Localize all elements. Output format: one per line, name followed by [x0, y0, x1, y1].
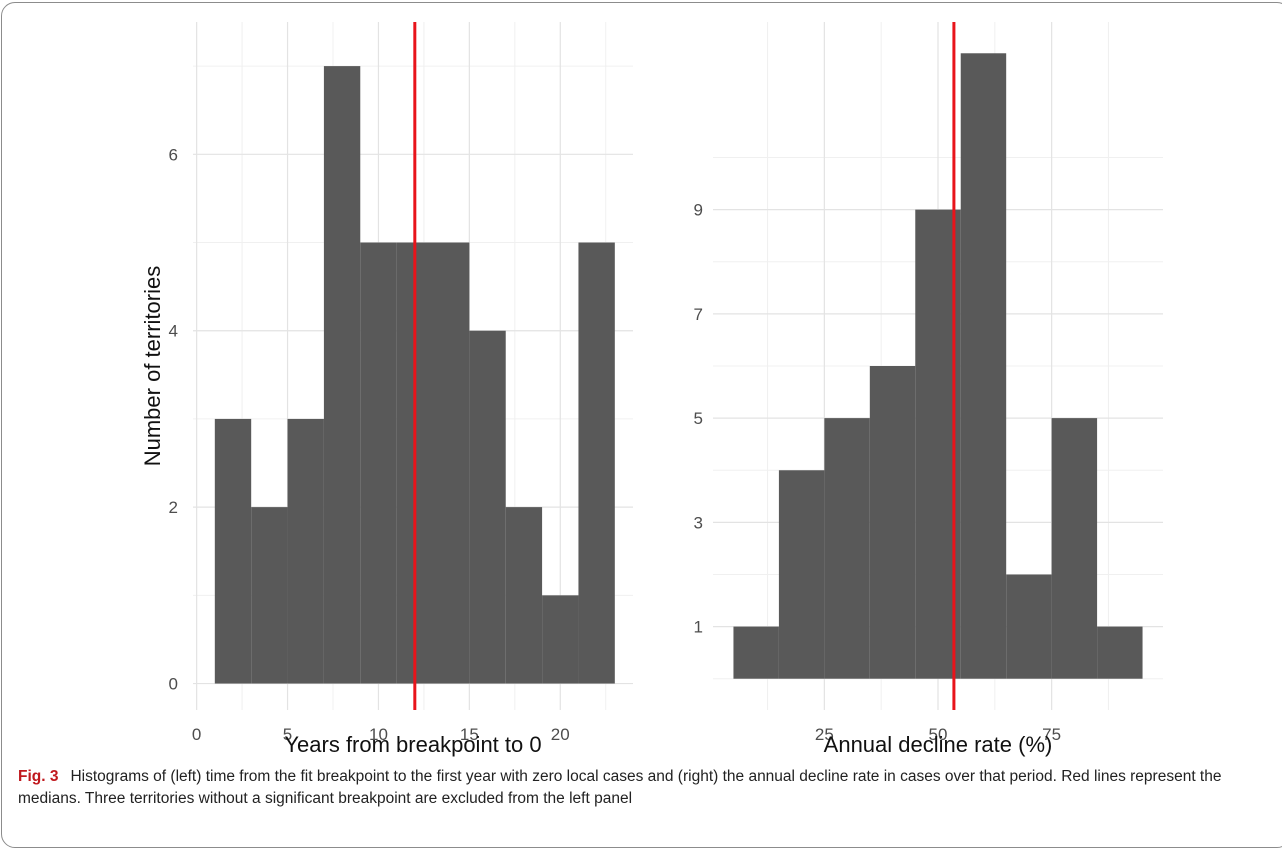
x-tick-label: 50	[929, 725, 948, 744]
y-tick-label: 0	[169, 675, 178, 694]
chart-panel-1: 0 5 10 15 20 0 2 4 6 Years from breakpoint to 0 Nu…	[140, 22, 633, 757]
histogram-bar	[1051, 418, 1098, 679]
histogram-bar	[433, 242, 470, 684]
histogram-bar	[869, 366, 916, 679]
figure-caption: Fig. 3 Histograms of (left) time from the…	[18, 766, 1268, 810]
histogram-bar	[733, 626, 779, 679]
y-tick-label: 2	[169, 498, 178, 517]
chart-panel-2: 25 50 75 1 3 5 7 9 Annual decline rate (%)	[694, 22, 1163, 757]
x-tick-label: 10	[369, 725, 388, 744]
histogram-bar	[824, 418, 870, 679]
histogram-bar	[960, 53, 1007, 679]
x-tick-label: 75	[1042, 725, 1061, 744]
histogram-bar	[542, 595, 579, 684]
y-axis-title: Number of territories	[140, 266, 165, 467]
caption-text: Histograms of (left) time from the fit b…	[18, 768, 1222, 807]
x-axis-title: Years from breakpoint to 0	[284, 732, 541, 757]
figure-label: Fig. 3	[18, 768, 59, 785]
histogram-bar	[1006, 574, 1052, 679]
x-tick-label: 5	[283, 725, 292, 744]
histogram-bar	[287, 418, 324, 684]
histogram-bar	[505, 507, 543, 684]
histogram-bar	[360, 242, 397, 684]
y-tick-label: 1	[694, 618, 703, 637]
y-tick-label: 4	[169, 322, 178, 341]
histogram-bar	[214, 418, 252, 684]
histogram-bar	[778, 470, 825, 679]
y-tick-label: 3	[694, 513, 703, 532]
x-tick-label: 0	[192, 725, 201, 744]
histogram-bar	[251, 507, 288, 684]
histogram-bar	[1097, 626, 1143, 679]
y-tick-label: 9	[694, 201, 703, 220]
y-tick-label: 6	[169, 145, 178, 164]
y-tick-label: 7	[694, 305, 703, 324]
x-tick-label: 15	[460, 725, 479, 744]
histogram-bar	[323, 66, 361, 684]
histogram-bar	[578, 242, 615, 684]
y-tick-label: 5	[694, 409, 703, 428]
x-tick-label: 20	[551, 725, 570, 744]
x-tick-label: 25	[815, 725, 834, 744]
x-axis-title: Annual decline rate (%)	[824, 732, 1053, 757]
histogram-bar	[469, 330, 506, 684]
